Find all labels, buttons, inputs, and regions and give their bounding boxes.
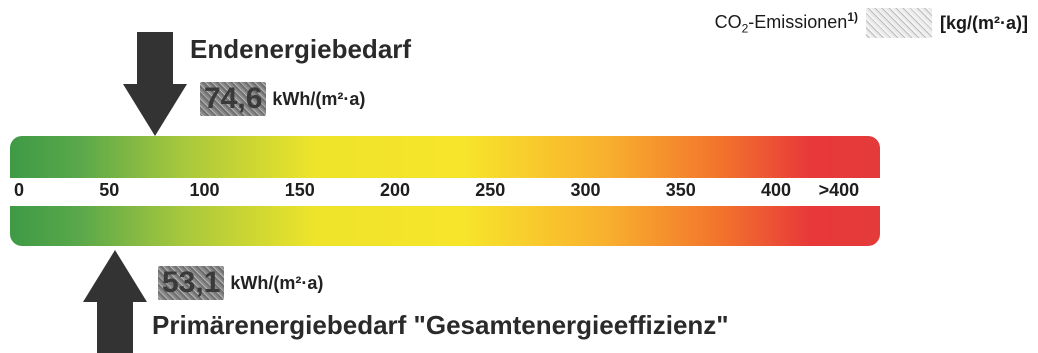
tick-label-100: 100 <box>189 180 220 200</box>
scale-axis: 0 50 100 150 200 250 300 350 400 >400 <box>0 180 1038 204</box>
primary-energy-title: Primärenergiebedarf "Gesamtenergieeffizi… <box>152 310 729 340</box>
arrow-up-icon <box>83 250 147 353</box>
tick-label-250: 250 <box>475 180 506 200</box>
end-energy-value: 74,6 <box>200 82 266 116</box>
primary-energy-value: 53,1 <box>158 266 224 300</box>
tick-label-over-400: >400 <box>818 180 860 200</box>
end-energy-value-row: 74,6 kWh/(m²·a) <box>200 82 365 116</box>
primary-energy-value-row: 53,1 kWh/(m²·a) <box>158 266 323 300</box>
tick-label-50: 50 <box>99 180 120 200</box>
co2-emissions-header: CO2-Emissionen1) [kg/(m²·a)] <box>715 8 1028 38</box>
arrow-down-icon <box>123 32 187 136</box>
co2-unit: [kg/(m²·a)] <box>940 12 1028 33</box>
end-energy-unit: kWh/(m²·a) <box>272 88 366 109</box>
end-energy-title: Endenergiebedarf <box>190 34 412 64</box>
tick-label-300: 300 <box>570 180 601 200</box>
tick-label-200: 200 <box>379 180 411 200</box>
tick-label-150: 150 <box>284 180 315 200</box>
tick-label-400: 400 <box>760 180 792 200</box>
tick-label-350: 350 <box>665 180 696 200</box>
co2-label: CO2-Emissionen1) <box>714 10 858 36</box>
obscured-value-icon <box>866 8 932 38</box>
primary-energy-unit: kWh/(m²·a) <box>230 272 324 293</box>
scale-band-bottom <box>10 206 880 246</box>
tick-label-0: 0 <box>14 180 25 200</box>
scale-band-top <box>10 136 880 178</box>
